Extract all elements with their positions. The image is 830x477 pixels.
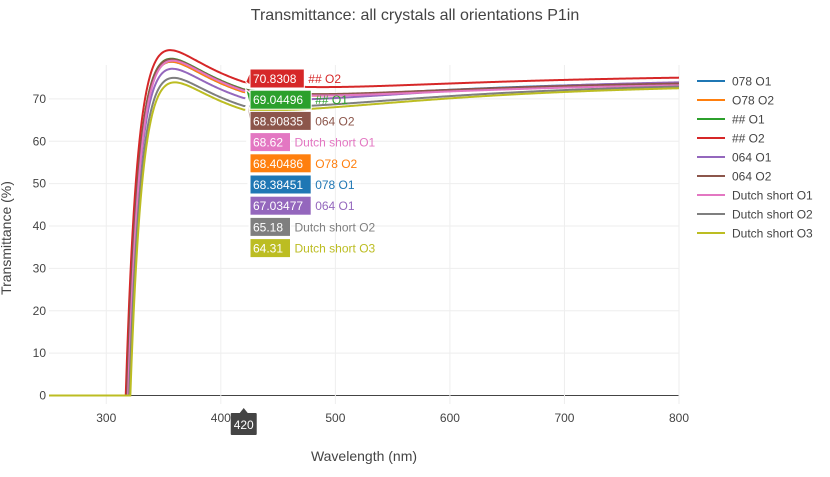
legend-label: Dutch short O3 [732,227,813,241]
series-line-dutch-short-o2[interactable] [49,76,680,397]
y-tick-label: 20 [33,304,47,318]
hover-series-name: Dutch short O1 [295,136,376,150]
legend-label: Dutch short O2 [732,208,813,222]
hover-value: 70.8308 [253,72,297,86]
hover-series-name: Dutch short O3 [295,242,376,256]
y-axis-title: Transmittance (%) [0,181,14,295]
legend-label: 064 O1 [732,151,772,165]
plot-area[interactable] [49,49,680,397]
legend-label: ## O2 [732,132,765,146]
y-tick-label: 50 [33,177,47,191]
series-line-dutch-short-o3[interactable] [49,81,680,397]
hover-x-label: 420 [234,418,254,432]
hover-series-name: ## O1 [315,93,348,107]
x-tick-label: 800 [669,411,689,425]
grid [49,65,680,404]
hover-tooltips: 420 70.8308 ## O2 69.04496 ## O1 68.90835 064 … [230,68,376,435]
legend-item[interactable]: Dutch short O1 [697,189,813,203]
legend-label: 078 O1 [732,75,772,89]
hover-x-label-arrow [239,408,248,413]
x-tick-label: 400 [211,411,231,425]
legend[interactable]: 078 O1 O78 O2 ## O1 ## O2 064 O1 064 O2 Dutch … [697,75,813,241]
y-tick-label: 0 [39,389,46,403]
y-tick-label: 30 [33,261,47,275]
legend-item[interactable]: Dutch short O3 [697,227,813,241]
hover-value-box [249,68,305,89]
hover-series-name: 064 O2 [315,114,355,128]
legend-item[interactable]: O78 O2 [697,94,774,108]
hover-series-name: Dutch short O2 [295,220,376,234]
hover-value: 69.04496 [253,93,303,107]
legend-label: Dutch short O1 [732,189,813,203]
hover-value-box [249,132,291,153]
hover-value: 65.18 [253,220,283,234]
hover-value-box [249,110,312,131]
legend-label: O78 O2 [732,94,774,108]
y-tick-label: 10 [33,346,47,360]
hover-value-box [249,174,312,195]
legend-item[interactable]: ## O2 [697,132,765,146]
hover-value: 67.03477 [253,199,303,213]
legend-item[interactable]: 064 O2 [697,170,772,184]
legend-item[interactable]: ## O1 [697,113,765,127]
y-tick-label: 60 [33,134,47,148]
x-tick-label: 300 [96,411,116,425]
y-tick-label: 70 [33,92,47,106]
hover-series-name: 078 O1 [315,178,355,192]
hover-value-box [249,89,312,110]
legend-item[interactable]: 078 O1 [697,75,772,89]
axes: 0 10 20 30 40 50 60 70 300 400 500 600 700 800 [33,92,690,425]
hover-value: 68.40486 [253,157,303,171]
hover-series-name: ## O2 [308,72,341,86]
series-line--o2[interactable] [49,49,680,397]
hover-series-name: O78 O2 [315,157,357,171]
hover-x-label-box [230,413,257,435]
hover-series-name: 064 O1 [315,199,355,213]
legend-item[interactable]: Dutch short O2 [697,208,813,222]
series-line-064-o2[interactable] [49,58,680,397]
legend-label: 064 O2 [732,170,772,184]
x-tick-label: 600 [440,411,460,425]
chart-title: Transmittance: all crystals all orientat… [251,7,579,24]
hover-value: 68.62 [253,136,283,150]
x-axis-title: Wavelength (nm) [311,448,417,464]
legend-label: ## O1 [732,113,765,127]
y-tick-label: 40 [33,219,47,233]
hover-value: 64.31 [253,242,283,256]
hover-value-box [249,195,312,216]
hover-value-box [249,153,312,174]
series-line-dutch-short-o1[interactable] [49,59,680,397]
legend-item[interactable]: 064 O1 [697,151,772,165]
hover-value: 68.90835 [253,114,303,128]
x-tick-label: 500 [325,411,345,425]
x-tick-label: 700 [554,411,574,425]
hover-value-box [249,238,291,259]
hover-value: 68.38451 [253,178,303,192]
